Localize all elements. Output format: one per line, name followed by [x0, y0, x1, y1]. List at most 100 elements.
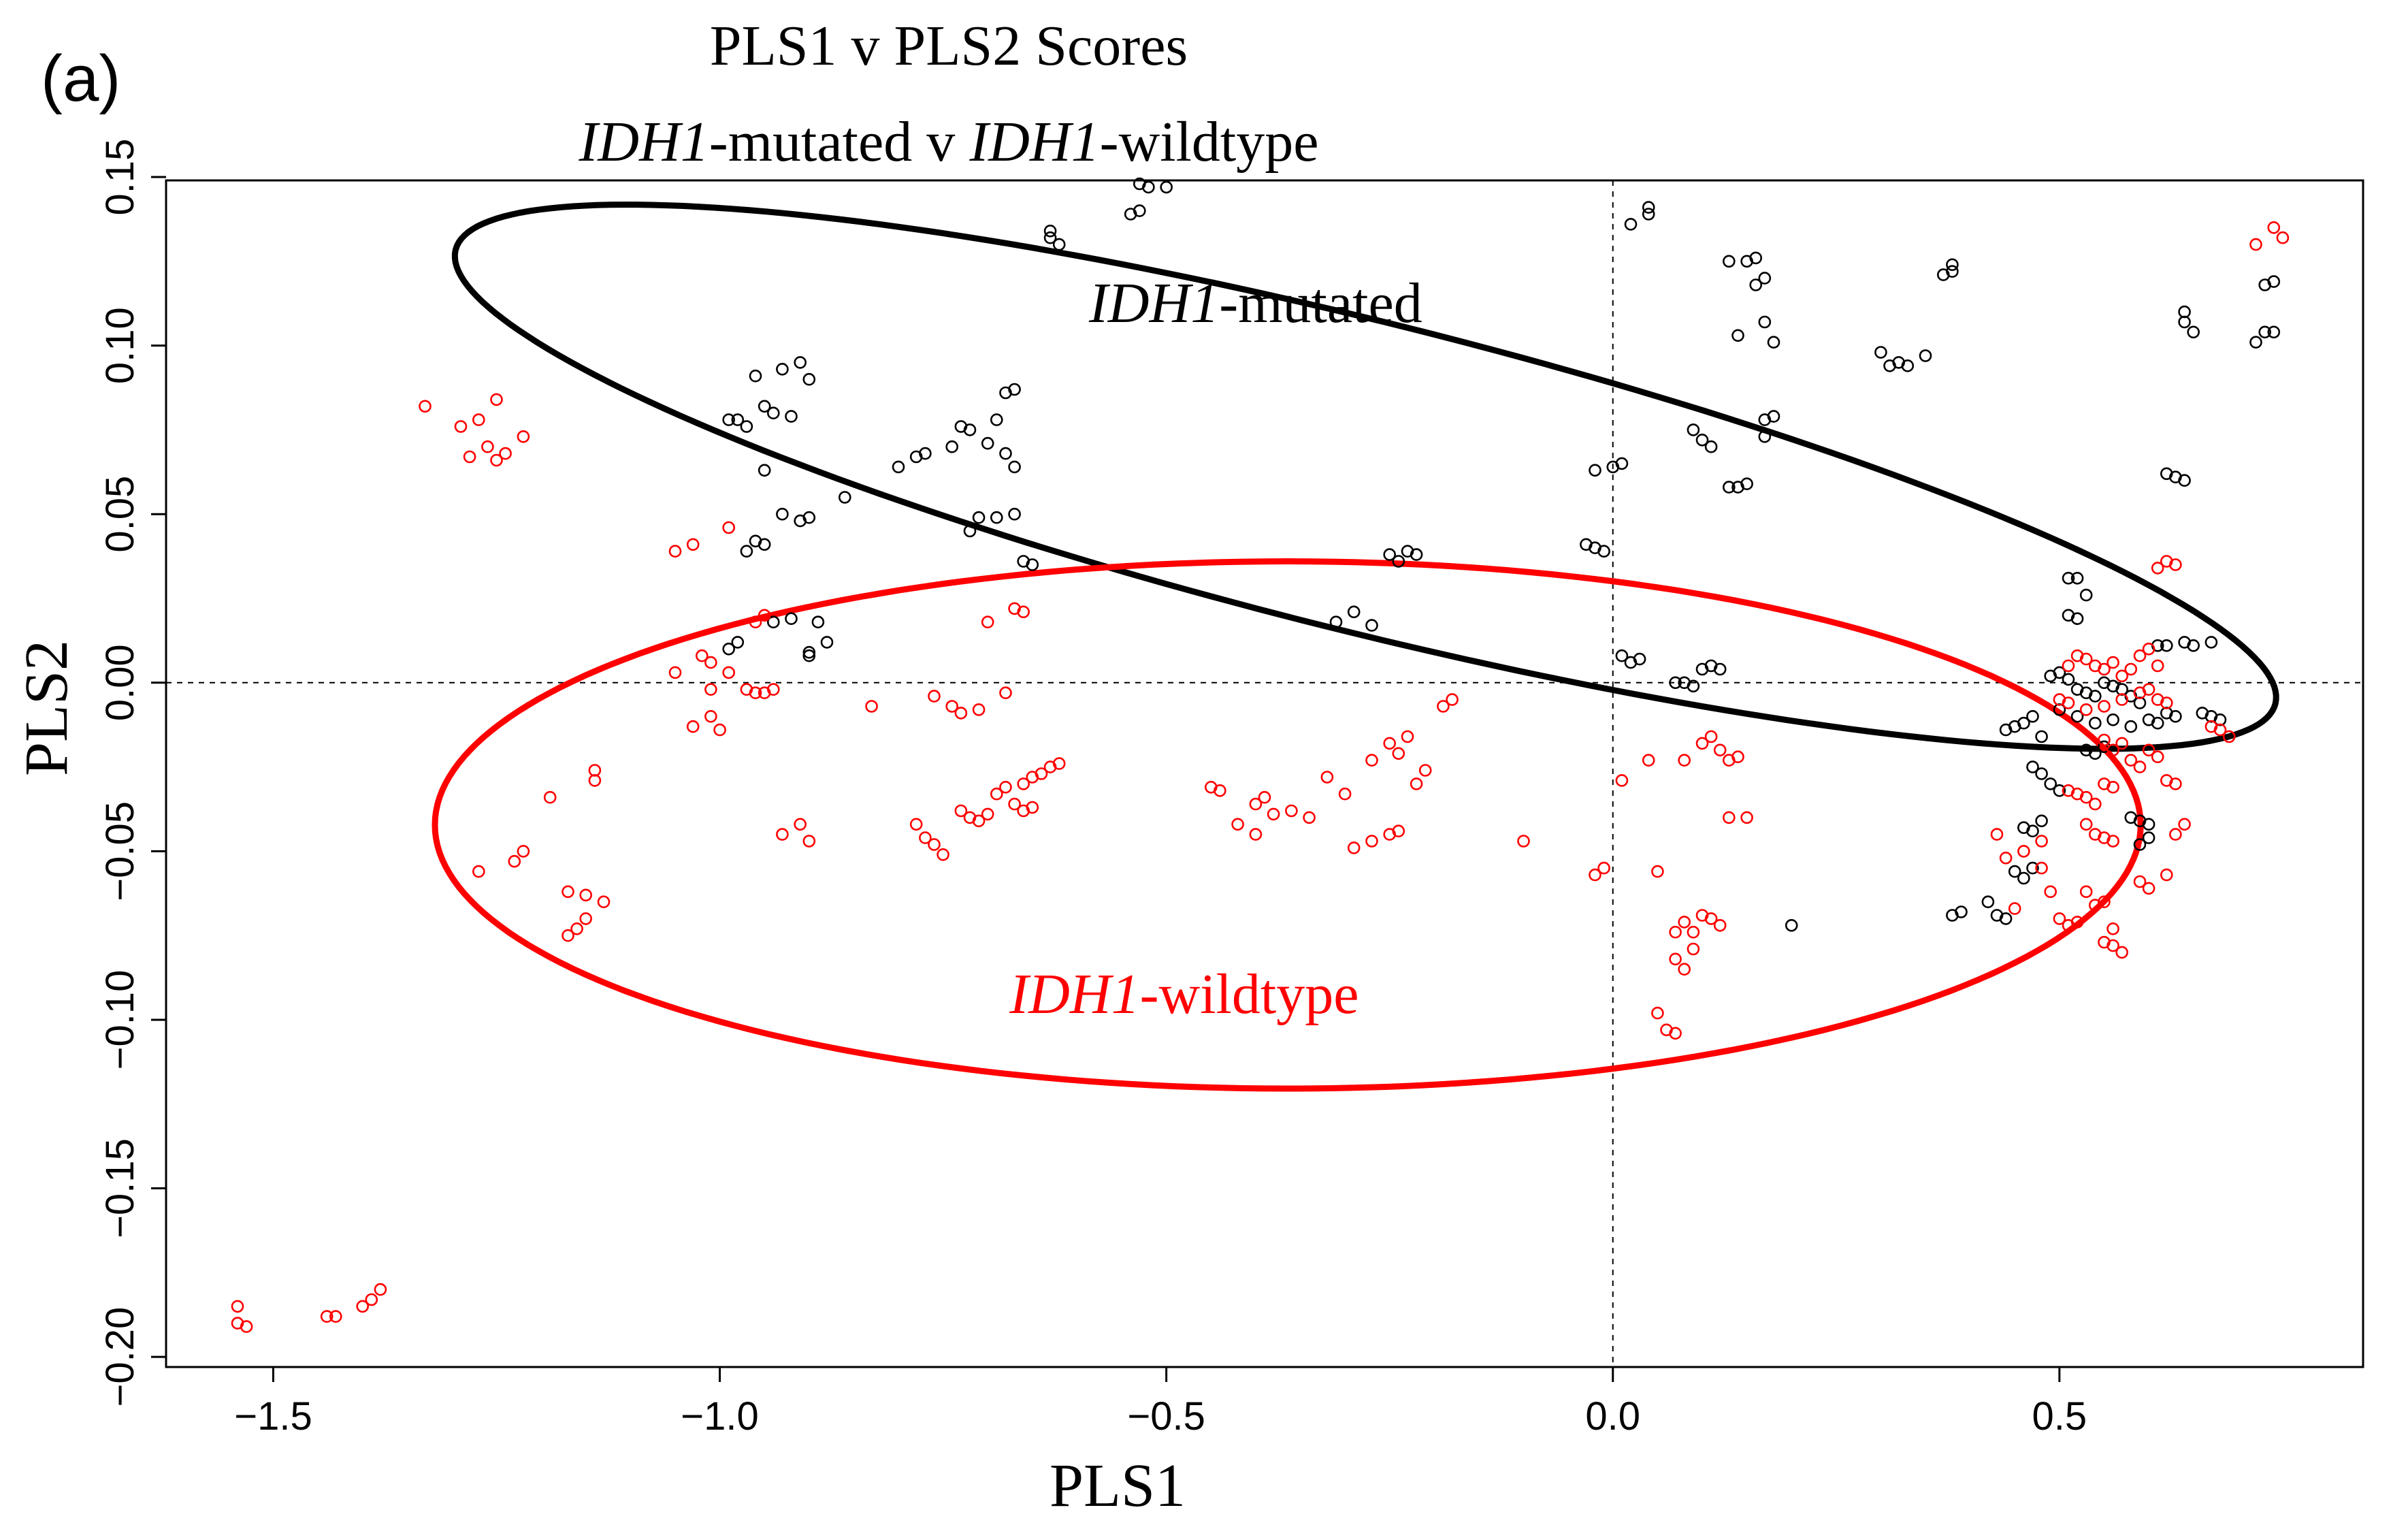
data-point [1615, 774, 1629, 787]
data-point [1615, 457, 1629, 470]
data-point [1695, 737, 1709, 750]
data-point [1669, 925, 1682, 939]
data-point [2142, 831, 2155, 844]
data-point [1008, 460, 1021, 474]
data-point [1035, 767, 1048, 780]
data-point [1249, 828, 1263, 841]
data-point [454, 420, 468, 433]
plot-area [165, 179, 2364, 1368]
data-point [2142, 743, 2155, 757]
annotation-part: IDH1 [1088, 272, 1219, 335]
data-point [2070, 916, 2084, 929]
data-point [2187, 639, 2200, 652]
data-point [2258, 325, 2271, 339]
data-point [2089, 747, 2102, 760]
ellipse-idh1-mutated [451, 202, 2279, 752]
data-point [2062, 571, 2075, 585]
y-tick-label: −0.10 [98, 970, 142, 1070]
series-idh1-wildtype [231, 221, 2290, 1333]
data-point [1999, 852, 2013, 865]
data-point [963, 524, 977, 538]
data-point [2142, 642, 2155, 656]
data-point [1749, 278, 1762, 291]
data-point [2062, 673, 2075, 686]
data-point [2017, 871, 2030, 885]
data-point [1883, 359, 1896, 372]
data-point [1704, 440, 1718, 453]
data-point [472, 865, 485, 878]
data-point [1731, 329, 1744, 342]
data-point [785, 410, 798, 423]
data-point [1249, 797, 1263, 811]
data-point [794, 818, 807, 831]
data-point [919, 831, 932, 844]
data-point [2053, 912, 2066, 925]
data-point [588, 774, 602, 787]
data-point [767, 406, 780, 420]
data-point [2124, 754, 2138, 767]
data-point [1642, 208, 1655, 221]
data-point [686, 720, 700, 733]
data-point [1401, 730, 1414, 743]
data-point [2106, 939, 2119, 952]
data-point [2044, 885, 2057, 899]
data-point [508, 854, 521, 868]
data-point [1687, 925, 1700, 939]
data-point [1446, 693, 1459, 706]
data-point [749, 369, 762, 383]
data-point [668, 545, 682, 558]
data-point [2026, 710, 2039, 723]
data-point [1052, 757, 1066, 770]
data-point [2267, 221, 2281, 234]
data-point [981, 615, 994, 629]
data-point [517, 845, 530, 858]
data-point [1267, 807, 1280, 821]
annotation-part: -wildtype [1140, 963, 1359, 1026]
data-point [2133, 838, 2147, 851]
data-point [1383, 548, 1396, 561]
data-point [2133, 760, 2147, 773]
data-point [1615, 649, 1629, 662]
data-point [2142, 683, 2155, 696]
data-point [1669, 1027, 1682, 1040]
data-point [2178, 474, 2191, 487]
data-point [1713, 662, 1727, 676]
data-point [2026, 861, 2039, 875]
subtitle-part: IDH1 [578, 110, 709, 174]
data-point [1695, 433, 1709, 447]
data-point [2106, 656, 2119, 669]
ellipse-idh1-wildtype [432, 558, 2144, 1092]
data-point [1597, 861, 1610, 875]
x-axis-label: PLS1 [1050, 1452, 1186, 1520]
x-tick-label: −1.0 [681, 1394, 759, 1438]
data-point [374, 1283, 387, 1296]
data-point [1017, 605, 1030, 619]
data-point [1678, 963, 1691, 976]
data-point [2079, 885, 2093, 899]
data-point [767, 615, 780, 629]
data-point [1723, 255, 1736, 268]
series-idh1-mutated [722, 177, 2281, 932]
data-point [356, 1300, 370, 1313]
data-point [2178, 818, 2191, 831]
data-point [2151, 716, 2164, 730]
data-point [1642, 754, 1655, 767]
data-point [802, 645, 816, 659]
data-point [2133, 649, 2147, 662]
data-point [731, 636, 745, 649]
data-point [1713, 919, 1727, 932]
data-point [1731, 750, 1744, 763]
data-point [1338, 787, 1352, 801]
data-point [499, 447, 512, 460]
data-point [749, 686, 762, 700]
data-point [1740, 811, 1753, 824]
data-point [2098, 662, 2111, 676]
data-point [2106, 743, 2119, 757]
data-point [972, 703, 986, 716]
data-point [972, 814, 986, 828]
data-point [2062, 696, 2075, 709]
data-point [990, 787, 1003, 801]
data-point [1937, 268, 1950, 281]
data-point [1392, 747, 1405, 760]
data-point [2070, 571, 2084, 585]
